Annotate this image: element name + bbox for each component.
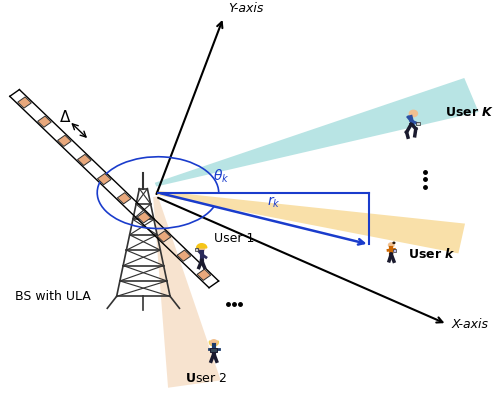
- Text: $\bf{U}$ser 2: $\bf{U}$ser 2: [184, 372, 226, 385]
- Bar: [195, 248, 198, 251]
- Text: $\bf{U}$ser $\boldsymbol{k}$: $\bf{U}$ser $\boldsymbol{k}$: [407, 248, 455, 261]
- Text: Y-axis: Y-axis: [228, 2, 264, 15]
- Text: $\Delta$: $\Delta$: [59, 109, 71, 125]
- Text: X-axis: X-axis: [451, 318, 488, 331]
- Polygon shape: [18, 97, 31, 108]
- Bar: [415, 122, 419, 126]
- Text: BS with ULA: BS with ULA: [15, 290, 90, 303]
- Polygon shape: [117, 193, 131, 204]
- Polygon shape: [197, 269, 210, 280]
- Text: User 1: User 1: [213, 232, 254, 245]
- Polygon shape: [153, 196, 220, 388]
- Polygon shape: [97, 173, 111, 185]
- Text: $\bf{U}$ser $\boldsymbol{K}$: $\bf{U}$ser $\boldsymbol{K}$: [444, 106, 493, 120]
- Text: $r_k$: $r_k$: [266, 195, 280, 210]
- Bar: [393, 249, 395, 252]
- Polygon shape: [77, 154, 91, 166]
- Circle shape: [391, 242, 395, 244]
- Polygon shape: [38, 116, 51, 127]
- Circle shape: [408, 109, 417, 118]
- Polygon shape: [137, 212, 151, 223]
- Wedge shape: [196, 244, 206, 248]
- Circle shape: [197, 246, 205, 252]
- Polygon shape: [177, 250, 190, 261]
- Circle shape: [209, 339, 217, 345]
- Polygon shape: [154, 78, 477, 187]
- Wedge shape: [209, 341, 218, 346]
- Polygon shape: [155, 191, 464, 253]
- Polygon shape: [58, 135, 71, 146]
- Polygon shape: [157, 231, 170, 242]
- Bar: [210, 348, 217, 352]
- Text: $\theta_k$: $\theta_k$: [212, 168, 229, 185]
- Circle shape: [387, 242, 394, 248]
